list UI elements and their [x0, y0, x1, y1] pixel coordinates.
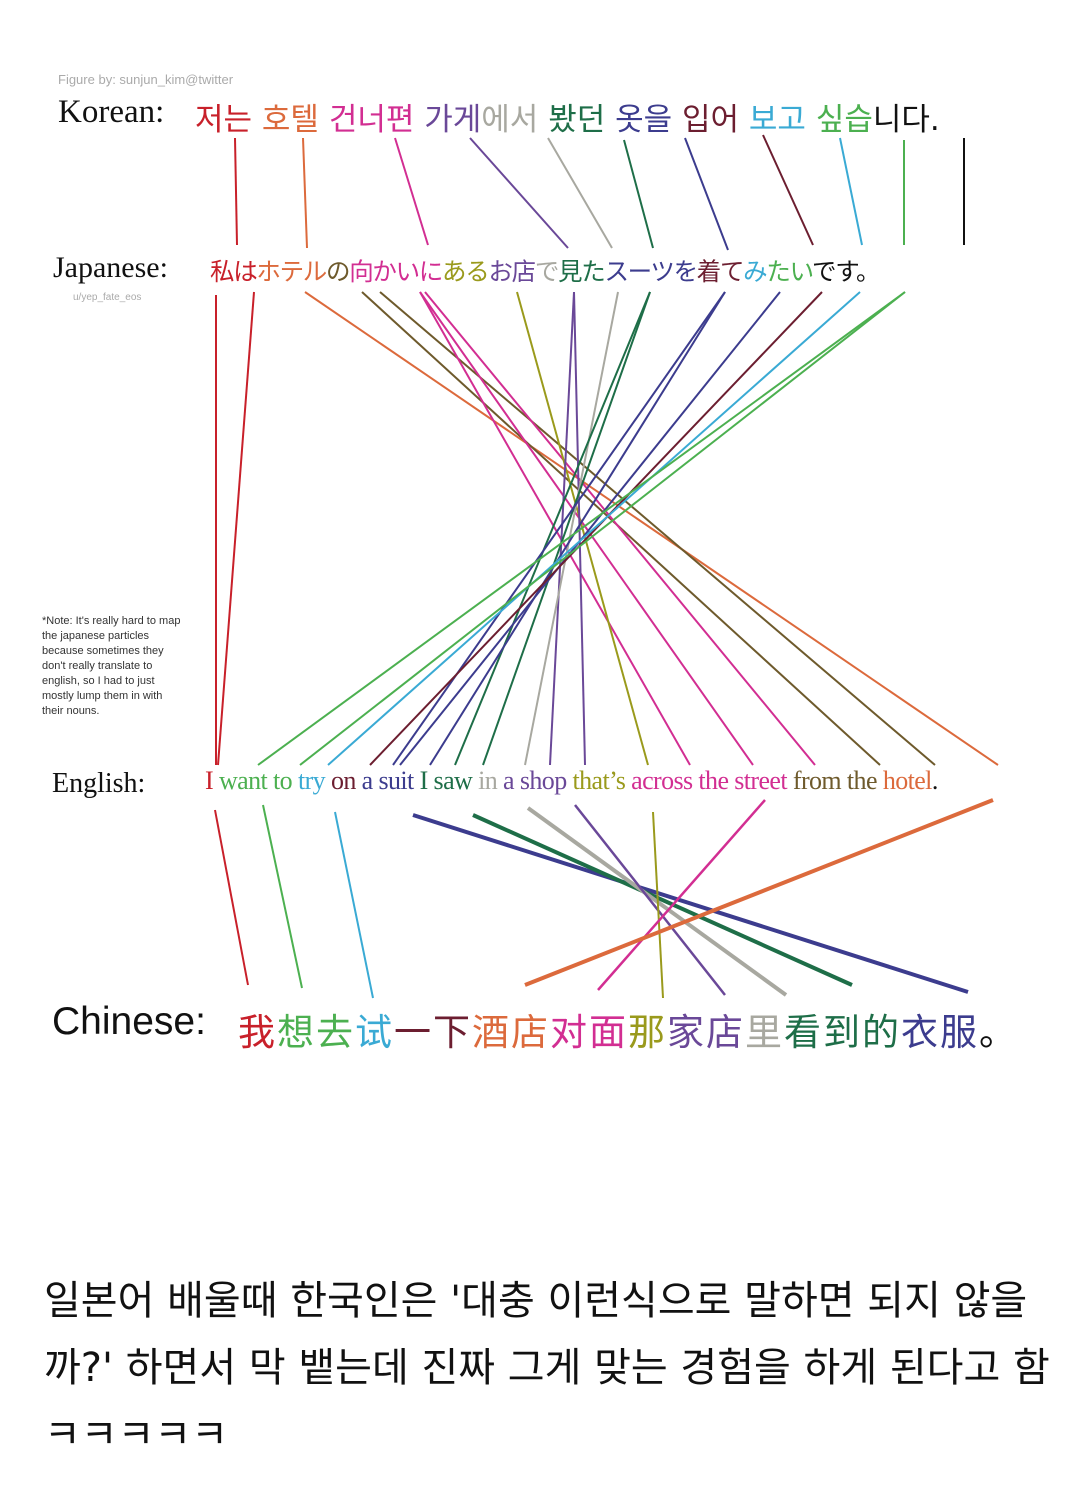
- japanese-segment: 私は: [210, 257, 258, 286]
- chinese-segment: 酒店: [472, 1011, 550, 1054]
- japanese-sentence: 私はホテルの向かいにあるお店で見たスーツを着てみたいです。: [210, 253, 881, 288]
- link-line: [392, 291, 726, 766]
- japanese-label: Japanese:: [53, 251, 168, 284]
- japanese-segment: お店: [488, 257, 536, 286]
- link-line: [469, 137, 569, 249]
- link-line: [454, 291, 651, 766]
- link-line: [262, 804, 303, 989]
- link-line: [547, 137, 613, 249]
- link-line: [424, 291, 816, 766]
- link-line: [482, 291, 651, 766]
- japanese-segment: 向かいに: [349, 257, 443, 286]
- korean-segment: 저는: [195, 102, 253, 138]
- link-line: [573, 291, 586, 766]
- english-segment: try: [297, 766, 326, 795]
- link-line: [549, 291, 575, 766]
- post-caption: 일본어 배울때 한국인은 '대충 이런식으로 말하면 되지 않을까?' 하면서 …: [44, 1278, 1050, 1458]
- link-line: [574, 804, 726, 996]
- link-line: [412, 813, 969, 994]
- link-line: [299, 291, 906, 766]
- english-label: English:: [52, 768, 146, 799]
- link-line: [839, 137, 863, 246]
- japanese-segment: ホテル: [256, 257, 327, 286]
- link-line: [257, 291, 906, 766]
- link-line: [597, 799, 766, 991]
- link-line: [684, 137, 729, 251]
- korean-segment: 니다.: [872, 102, 940, 138]
- link-line: [217, 291, 255, 766]
- english-segment: want to: [218, 766, 293, 795]
- chinese-segment: 看到的: [784, 1011, 901, 1054]
- link-line: [524, 798, 994, 987]
- japanese-segment: 着て: [696, 257, 745, 286]
- chinese-segment: 家店: [667, 1011, 745, 1054]
- english-segment: a shop: [503, 766, 567, 795]
- chinese-segment: 我: [238, 1011, 277, 1054]
- english-segment: hotel: [882, 766, 933, 795]
- chinese-segment: 对面: [550, 1011, 628, 1054]
- link-line: [472, 813, 853, 987]
- link-line: [762, 134, 814, 246]
- korean-segment: 봤던: [548, 102, 606, 138]
- korean-segment: 가게: [424, 102, 482, 138]
- japanese-segment: で: [534, 257, 560, 286]
- chinese-segment: 里: [745, 1011, 784, 1054]
- english-segment: .: [931, 766, 938, 795]
- alignment-lines: [214, 134, 999, 999]
- link-line: [379, 291, 936, 766]
- japanese-segment: み: [743, 257, 768, 286]
- link-line: [623, 139, 654, 249]
- chinese-segment: 。: [979, 1011, 1018, 1054]
- japanese-segment: です。: [812, 257, 880, 286]
- chinese-label: Chinese:: [52, 1000, 206, 1043]
- korean-segment: 옷을: [615, 102, 673, 138]
- chinese-sentence: 我想去试一下酒店对面那家店里看到的衣服。: [238, 1002, 1018, 1056]
- link-line: [652, 811, 664, 999]
- link-line: [394, 137, 429, 246]
- japanese-segment: 見た: [558, 257, 606, 286]
- korean-segment: 입어: [682, 102, 740, 138]
- korean-segment: 싶습: [815, 102, 873, 138]
- chinese-segment: 一下: [394, 1011, 472, 1054]
- korean-sentence: 저는 호텔 건너편 가게에서 봤던 옷을 입어 보고 싶습니다.: [195, 94, 940, 139]
- link-line: [214, 809, 249, 986]
- link-line: [429, 291, 726, 766]
- link-line: [304, 291, 999, 766]
- english-segment: across the street: [631, 766, 787, 795]
- figure-credit: Figure by: sunjun_kim@twitter: [58, 72, 234, 87]
- korean-segment: 건너편: [328, 102, 415, 138]
- link-line: [419, 291, 691, 766]
- chinese-segment: 那: [628, 1011, 667, 1054]
- link-line: [327, 291, 861, 766]
- english-segment: a suit: [361, 766, 415, 795]
- english-segment: I: [205, 766, 214, 795]
- korean-label: Korean:: [58, 94, 165, 130]
- korean-segment: 호텔: [261, 102, 319, 138]
- chinese-segment: 衣服: [901, 1011, 979, 1054]
- english-segment: on: [330, 766, 356, 795]
- chinese-segment: 试: [355, 1011, 394, 1054]
- japanese-segment: スーツを: [604, 257, 698, 286]
- link-line: [419, 291, 754, 766]
- japanese-credit: u/yep_fate_eos: [73, 292, 142, 303]
- english-segment: in: [478, 766, 498, 795]
- translation-note: *Note: It's really hard to map the japan…: [42, 615, 181, 717]
- link-line: [399, 291, 781, 766]
- link-line: [369, 291, 823, 766]
- english-sentence: I want to try on a suit I saw in a shop …: [205, 766, 938, 796]
- english-segment: from the: [792, 766, 878, 795]
- link-line: [524, 291, 619, 766]
- korean-segment: 에서: [481, 102, 539, 138]
- chinese-segment: 想去: [277, 1011, 355, 1054]
- japanese-segment: の: [326, 257, 351, 286]
- japanese-segment: ある: [442, 257, 490, 286]
- english-segment: that’s: [572, 766, 626, 795]
- link-line: [334, 811, 374, 999]
- link-line: [302, 137, 308, 249]
- english-segment: I saw: [419, 766, 473, 795]
- link-line: [234, 137, 238, 246]
- korean-segment: 보고: [748, 102, 806, 138]
- japanese-segment: たい: [766, 257, 813, 286]
